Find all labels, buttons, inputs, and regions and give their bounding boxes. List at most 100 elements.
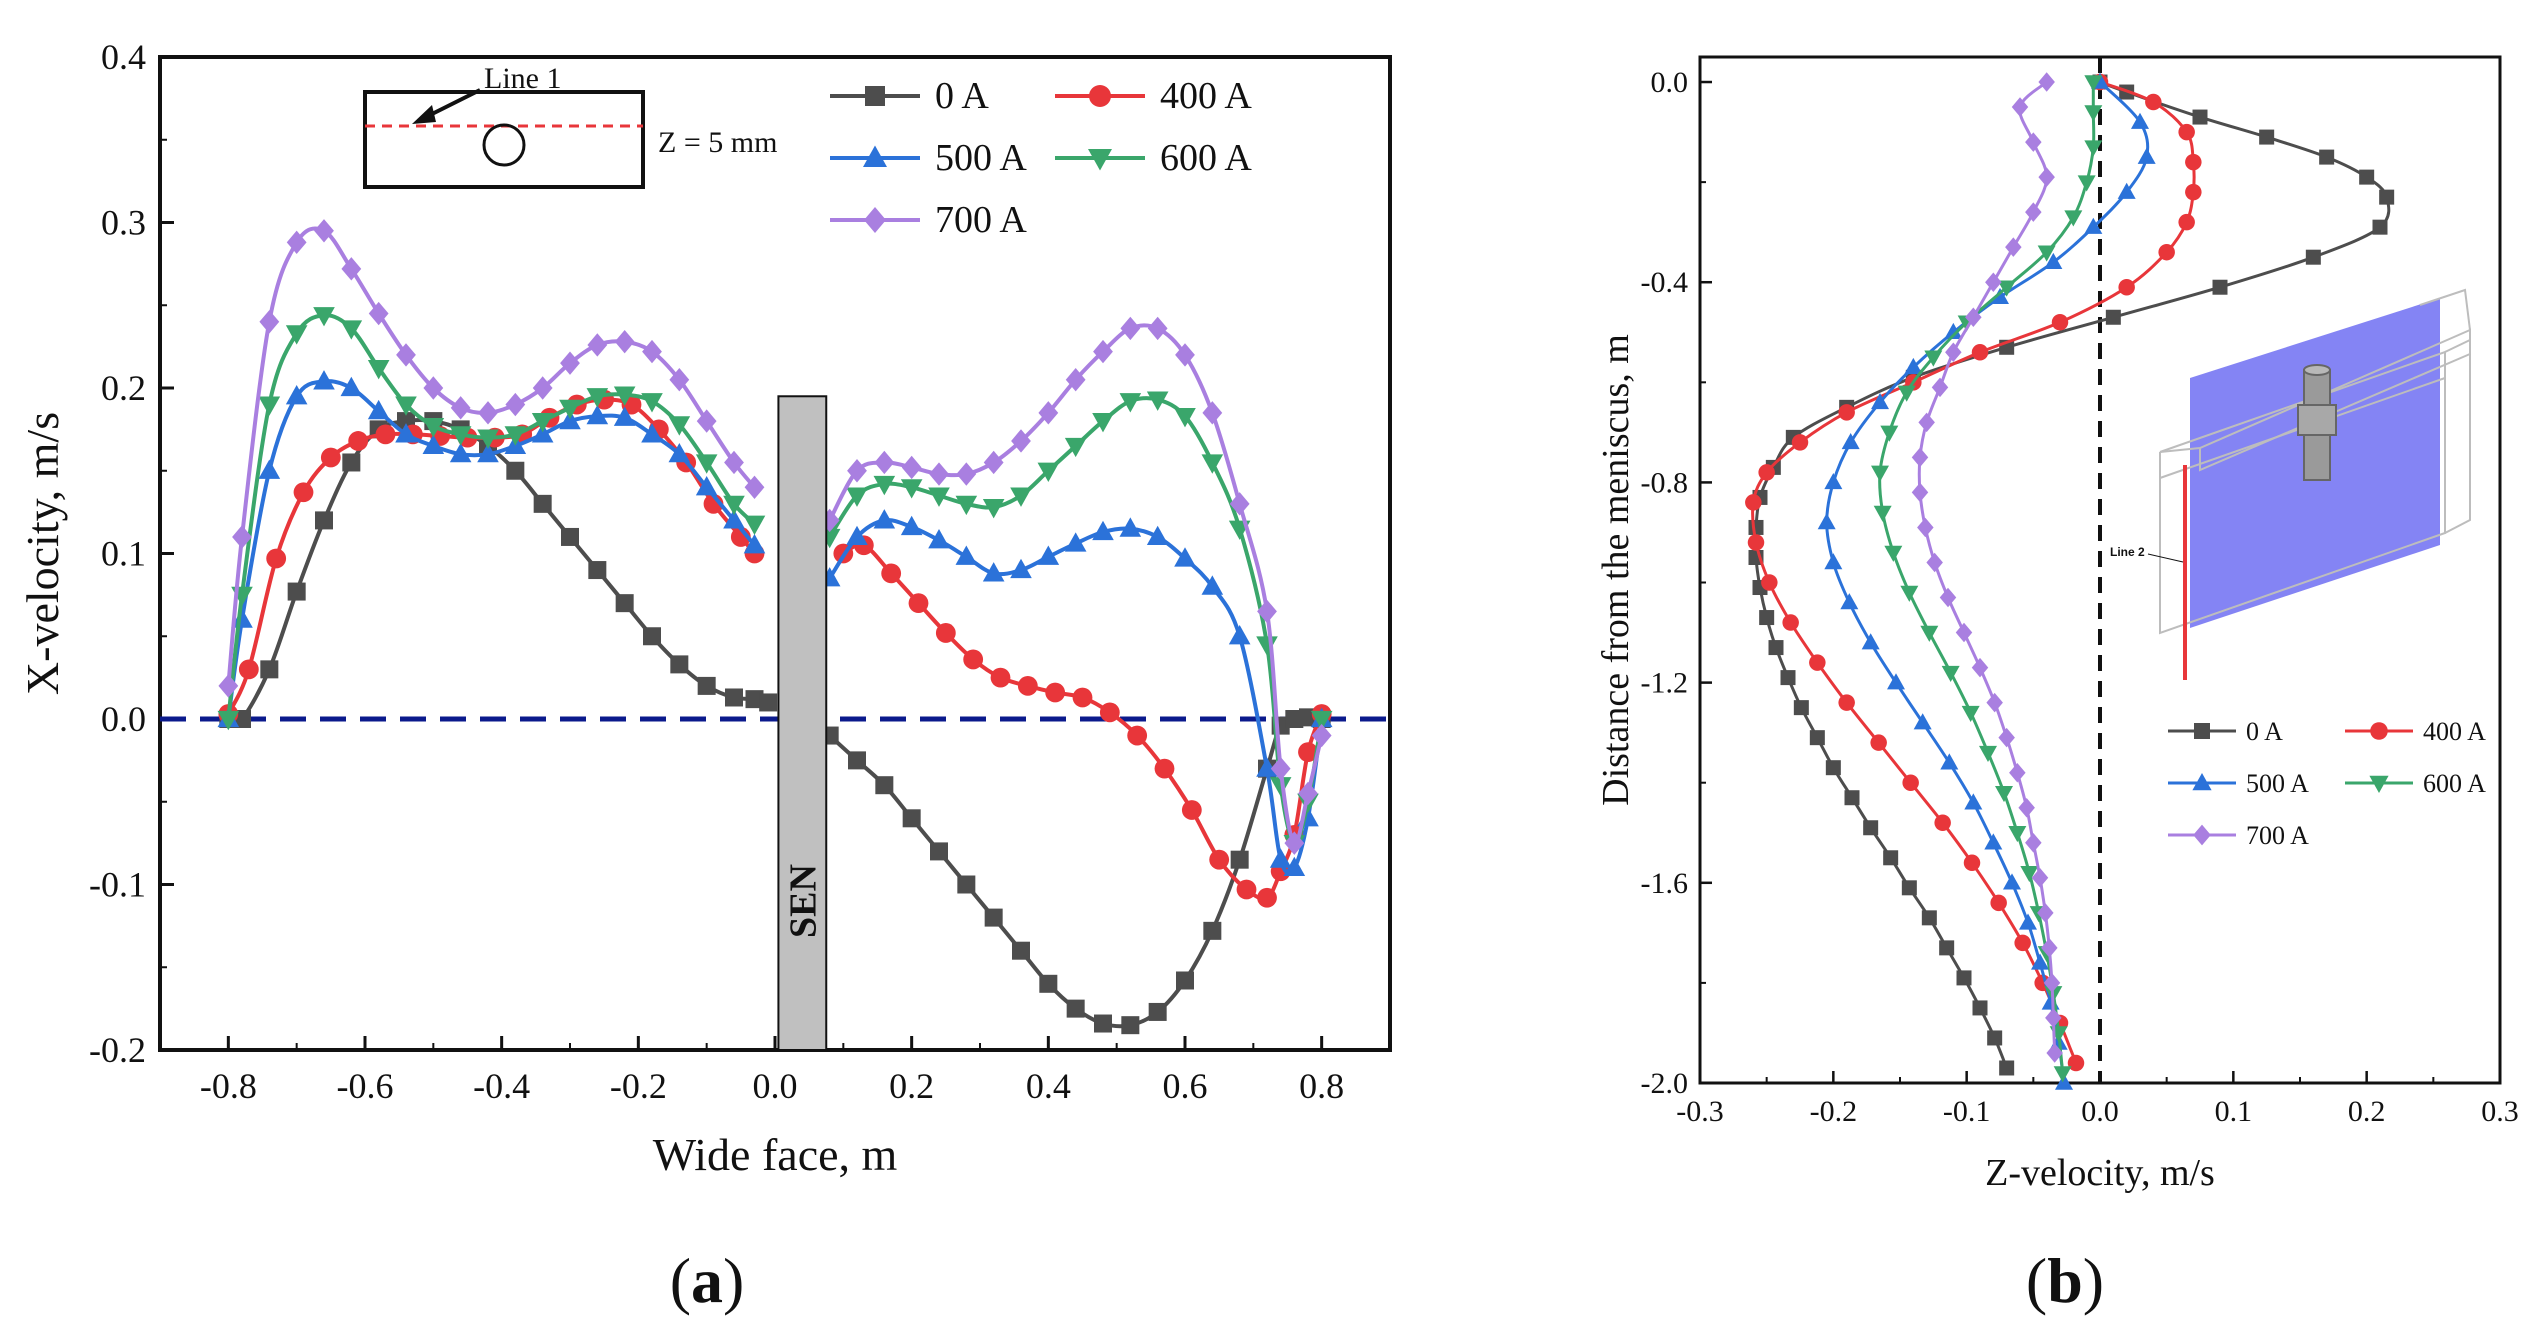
data-point — [2372, 219, 2388, 235]
data-point — [2025, 833, 2042, 853]
data-point — [1965, 307, 1982, 328]
data-point — [2178, 213, 2195, 231]
data-point — [559, 399, 581, 420]
data-point — [1999, 1060, 2015, 1076]
data-point — [615, 594, 634, 613]
data-point — [2319, 149, 2335, 165]
data-point — [1984, 833, 2003, 850]
data-point — [1745, 494, 1762, 511]
series-line-600A — [1878, 81, 2096, 1074]
data-point — [670, 655, 689, 674]
data-point — [340, 320, 363, 340]
data-point — [1311, 723, 1332, 748]
data-point — [1920, 625, 1939, 642]
data-point — [1841, 433, 1860, 450]
data-point — [881, 563, 902, 584]
data-point — [695, 454, 718, 474]
data-point — [218, 674, 239, 698]
data-point — [450, 396, 471, 420]
data-point — [1285, 710, 1304, 728]
data-point — [449, 426, 472, 446]
data-point — [1809, 730, 1825, 746]
data-point — [1902, 774, 1919, 791]
data-point — [1072, 687, 1093, 708]
chart-b-inset: Line 2 — [2110, 288, 2471, 680]
data-point — [2043, 973, 2061, 993]
data-point — [1941, 665, 1960, 682]
data-point — [668, 442, 691, 463]
data-point — [874, 450, 895, 475]
data-point — [1921, 910, 1937, 926]
data-point — [258, 459, 281, 479]
chart-a-axes: -0.8 -0.6 -0.4 -0.2 0.0 0.2 0.4 0.6 0.8 -0.2 -0.1 0… — [89, 37, 1392, 1106]
data-point — [1176, 971, 1194, 990]
data-point — [2005, 237, 2022, 257]
data-point — [2051, 314, 2069, 331]
inset-line-label: Line 1 — [484, 62, 561, 95]
data-point — [1256, 757, 1278, 777]
data-point — [1269, 848, 1292, 868]
data-point — [902, 809, 921, 828]
data-point — [285, 325, 308, 345]
data-point — [956, 462, 977, 486]
data-point — [2185, 153, 2202, 171]
legend-marker — [2369, 775, 2389, 793]
data-point — [1780, 670, 1796, 686]
data-point — [2020, 866, 2039, 883]
legend-label: 400 A — [2423, 717, 2486, 746]
data-point — [963, 649, 984, 670]
data-point — [669, 368, 690, 392]
data-point — [2037, 245, 2056, 262]
chart-b-ylabel: Distance from the meniscus, m — [1595, 334, 1637, 806]
data-point — [2037, 903, 2054, 923]
data-point — [1985, 272, 2002, 292]
data-point — [743, 533, 766, 554]
inset-arrow-head — [412, 105, 436, 124]
legend-marker — [2192, 773, 2212, 791]
series-line-600A — [226, 313, 756, 720]
data-point — [1761, 574, 1778, 591]
data-point — [1997, 280, 2016, 297]
x-tick-label: -0.8 — [200, 1066, 257, 1106]
data-point — [875, 776, 894, 795]
data-point — [2009, 762, 2026, 783]
data-point — [320, 447, 341, 468]
data-point — [1010, 487, 1032, 507]
x-tick-label: -0.3 — [1676, 1095, 1724, 1128]
data-point — [2031, 953, 2049, 970]
data-point — [1283, 856, 1306, 877]
data-point — [1934, 814, 1951, 831]
data-point — [1175, 343, 1195, 367]
data-point — [2259, 129, 2275, 145]
data-point — [2118, 278, 2135, 296]
data-point — [641, 393, 663, 413]
chart-b-legend: 0 A 400 A 500 A 600 A 700 A — [2168, 717, 2486, 850]
data-point — [900, 515, 923, 536]
data-point — [1904, 357, 1923, 375]
y-tick-label: 0.4 — [101, 37, 146, 77]
data-point — [1918, 412, 1935, 433]
data-point — [1201, 575, 1224, 595]
data-point — [928, 529, 950, 549]
data-point — [1148, 1002, 1167, 1021]
y-tick-label: -0.2 — [89, 1030, 146, 1070]
data-point — [1154, 758, 1175, 779]
data-point — [1824, 473, 1843, 490]
data-point — [2084, 140, 2103, 157]
data-point — [1181, 800, 1202, 820]
data-point — [2117, 182, 2136, 199]
data-point — [957, 875, 976, 894]
data-point — [2305, 249, 2321, 265]
data-point — [232, 525, 252, 549]
data-point — [340, 376, 363, 397]
data-point — [368, 301, 389, 326]
data-point — [983, 450, 1004, 475]
legend-marker — [1089, 85, 1111, 107]
data-point — [1010, 558, 1032, 579]
data-point — [2055, 1073, 2073, 1090]
legend-marker — [865, 86, 885, 106]
data-point — [1748, 519, 1764, 535]
data-point — [1236, 879, 1257, 900]
data-point — [1284, 831, 1305, 855]
data-point — [506, 461, 525, 480]
